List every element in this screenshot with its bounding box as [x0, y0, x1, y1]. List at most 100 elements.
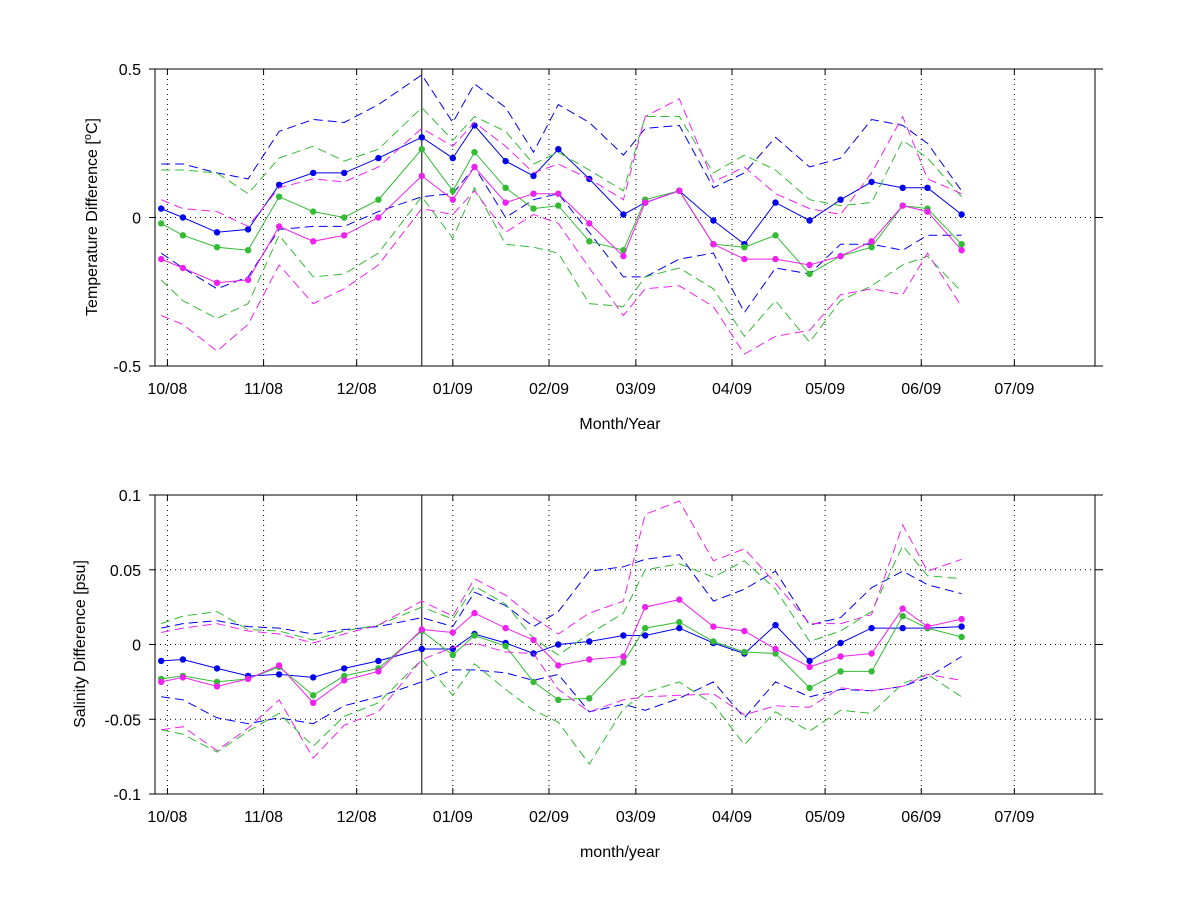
- temperature-blue-mean-point: [710, 217, 717, 224]
- temperature-magenta-mean-point: [244, 276, 252, 284]
- salinity-x-tick-label: 06/09: [901, 809, 941, 826]
- temperature-magenta-mean-point: [620, 252, 627, 260]
- temperature-magenta-mean-point: [642, 199, 649, 206]
- temperature-x-tick-label: 03/09: [616, 381, 656, 398]
- salinity-magenta-mean-point: [620, 653, 627, 660]
- salinity-green-mean-point: [555, 696, 562, 703]
- temperature-green-mean-point: [772, 232, 779, 239]
- temperature-blue-mean-point: [375, 154, 382, 162]
- salinity-blue-mean-point: [375, 657, 382, 665]
- salinity-magenta-mean-point: [341, 677, 348, 684]
- temperature-blue-mean-point: [772, 199, 779, 206]
- salinity-magenta-mean-line: [161, 599, 962, 704]
- temperature-blue-mean-point: [244, 226, 252, 233]
- temperature-magenta-mean-point: [924, 208, 931, 215]
- temperature-blue-mean-point: [310, 169, 317, 177]
- temperature-blue-mean-point: [958, 211, 965, 218]
- salinity-magenta-upper-bound-line: [161, 500, 962, 644]
- temperature-magenta-mean-point: [213, 279, 221, 286]
- temperature-blue-mean-point: [868, 178, 875, 186]
- temperature-x-tick-label: 02/09: [529, 381, 569, 398]
- salinity-magenta-mean-point: [213, 683, 221, 690]
- salinity-blue-mean-point: [676, 624, 683, 632]
- temperature-green-mean-point: [555, 202, 562, 209]
- salinity-green-mean-point: [676, 618, 683, 626]
- temperature-magenta-mean-point: [958, 247, 965, 254]
- salinity-magenta-mean-point: [868, 650, 875, 657]
- salinity-green-mean-point: [806, 684, 813, 692]
- temperature-blue-mean-point: [275, 181, 283, 188]
- temperature-green-mean-point: [586, 238, 593, 245]
- salinity-green-mean-point: [837, 668, 844, 675]
- salinity-green-lower-bound-line: [161, 658, 962, 765]
- salinity-green-mean-point: [449, 651, 456, 659]
- temperature-magenta-mean-point: [158, 255, 165, 263]
- salinity-blue-mean-point: [586, 638, 593, 645]
- salinity-blue-mean-point: [179, 656, 187, 663]
- temperature-magenta-mean-point: [275, 223, 283, 230]
- salinity-green-mean-point: [213, 678, 221, 686]
- salinity-x-axis-label: month/year: [580, 844, 661, 861]
- salinity-y-tick-label: -0.1: [113, 787, 141, 804]
- temperature-green-mean-point: [502, 184, 509, 191]
- temperature-blue-mean-point: [924, 184, 931, 191]
- temperature-magenta-upper-bound-line: [161, 98, 962, 228]
- temperature-panel: 10/08 11/08 12/08 01/09 02/09 03/09 04/09 05/09…: [113, 62, 1103, 398]
- salinity-panel: 10/08 11/08 12/08 01/09 02/09 03/09 04/09 05/09…: [105, 488, 1103, 826]
- temperature-green-mean-point: [213, 244, 221, 251]
- temperature-y-tick-label: -0.5: [113, 359, 141, 376]
- salinity-magenta-mean-point: [244, 675, 252, 683]
- salinity-magenta-mean-point: [772, 645, 779, 653]
- temperature-green-mean-point: [741, 244, 748, 251]
- temperature-blue-mean-point: [418, 134, 425, 141]
- salinity-y-tick-label: 0: [132, 638, 141, 655]
- temperature-magenta-mean-point: [710, 241, 717, 248]
- temperature-magenta-mean-point: [375, 214, 382, 221]
- salinity-y-tick-label: 0.05: [110, 563, 141, 580]
- salinity-magenta-mean-point: [555, 662, 562, 669]
- salinity-green-mean-point: [471, 632, 478, 639]
- temperature-x-tick-label: 05/09: [805, 381, 845, 398]
- salinity-blue-mean-point: [837, 639, 844, 647]
- temperature-blue-lower-bound-line: [160, 166, 962, 314]
- salinity-green-mean-point: [899, 612, 906, 620]
- salinity-magenta-mean-point: [530, 636, 537, 644]
- salinity-blue-upper-bound-line: [161, 554, 962, 635]
- temperature-green-lower-bound-line: [160, 186, 962, 344]
- salinity-magenta-mean-point: [586, 656, 593, 663]
- temperature-magenta-mean-point: [806, 261, 813, 269]
- temperature-green-mean-point: [449, 187, 456, 194]
- salinity-blue-mean-point: [868, 624, 875, 632]
- temperature-green-mean-point: [471, 149, 478, 156]
- temperature-blue-mean-point: [158, 205, 165, 212]
- temperature-magenta-mean-point: [530, 190, 537, 197]
- temperature-green-mean-point: [341, 214, 348, 221]
- salinity-blue-mean-point: [158, 657, 165, 665]
- temperature-green-mean-point: [244, 247, 252, 254]
- temperature-magenta-mean-point: [555, 190, 562, 197]
- temperature-green-mean-point: [275, 193, 283, 200]
- salinity-blue-mean-point: [418, 645, 425, 653]
- temperature-blue-mean-point: [620, 211, 627, 218]
- salinity-blue-mean-point: [555, 641, 562, 648]
- salinity-magenta-mean-point: [642, 603, 649, 611]
- temperature-magenta-lower-bound-line: [161, 190, 963, 355]
- salinity-magenta-mean-point: [275, 662, 283, 669]
- temperature-blue-upper-bound-line: [161, 74, 963, 192]
- salinity-magenta-mean-point: [449, 629, 456, 636]
- temperature-magenta-mean-point: [449, 196, 456, 203]
- temperature-blue-mean-point: [899, 184, 906, 191]
- salinity-blue-mean-point: [620, 632, 627, 639]
- salinity-green-mean-point: [530, 678, 537, 686]
- salinity-magenta-mean-point: [310, 699, 317, 706]
- salinity-x-tick-label: 02/09: [529, 809, 569, 826]
- salinity-blue-mean-point: [310, 674, 317, 681]
- temperature-x-tick-label: 12/08: [337, 381, 377, 398]
- salinity-blue-mean-point: [806, 657, 813, 665]
- salinity-blue-mean-point: [213, 665, 221, 672]
- salinity-magenta-mean-point: [741, 627, 748, 635]
- salinity-y-axis-label: Salinity Difference [psu]: [72, 560, 89, 728]
- temperature-magenta-mean-point: [899, 202, 906, 209]
